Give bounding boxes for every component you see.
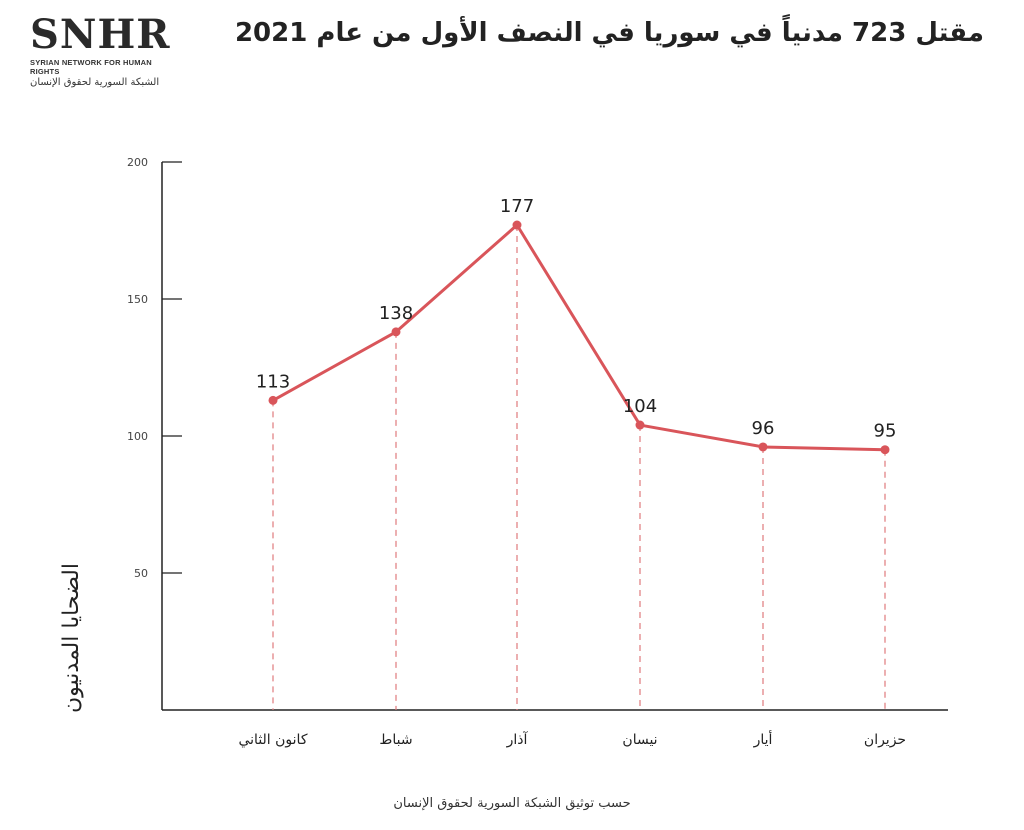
series-line [272, 223, 886, 452]
data-point [635, 420, 645, 430]
data-point [512, 220, 522, 230]
y-tick-label: 200 [127, 156, 148, 169]
x-tick-label: كانون الثاني [238, 732, 307, 748]
data-label: 177 [500, 196, 534, 217]
x-tick-label: آذار [506, 731, 529, 748]
chart-title: مقتل 723 مدنياً في سوريا في النصف الأول … [234, 18, 984, 48]
logo-english-name: SYRIAN NETWORK FOR HUMAN RIGHTS [30, 58, 152, 76]
x-tick-label: نيسان [622, 732, 657, 748]
y-tick-label: 150 [127, 293, 148, 306]
logo-arabic-name: الشبكة السورية لحقوق الإنسان [30, 77, 160, 88]
data-point [391, 327, 401, 337]
x-tick-label: حزيران [864, 732, 906, 748]
snhr-logo: SNHR SYRIAN NETWORK FOR HUMAN RIGHTS الش… [30, 11, 180, 89]
data-point [880, 445, 890, 455]
logo-wordmark: SNHR [30, 11, 171, 58]
y-tick-label: 100 [127, 430, 148, 443]
data-label: 104 [623, 396, 657, 417]
x-tick-label: أيار [753, 730, 773, 748]
y-axis-label: الضحايا المدنيون [59, 563, 84, 713]
source-note: حسب توثيق الشبكة السورية لحقوق الإنسان [393, 796, 631, 811]
x-tick-label: شباط [379, 732, 412, 748]
y-tick-label: 50 [134, 567, 148, 580]
data-label: 96 [752, 418, 775, 439]
data-label: 95 [874, 421, 897, 442]
data-point [758, 442, 768, 452]
data-label: 113 [256, 371, 290, 392]
data-point [268, 395, 278, 405]
data-label: 138 [379, 303, 413, 324]
